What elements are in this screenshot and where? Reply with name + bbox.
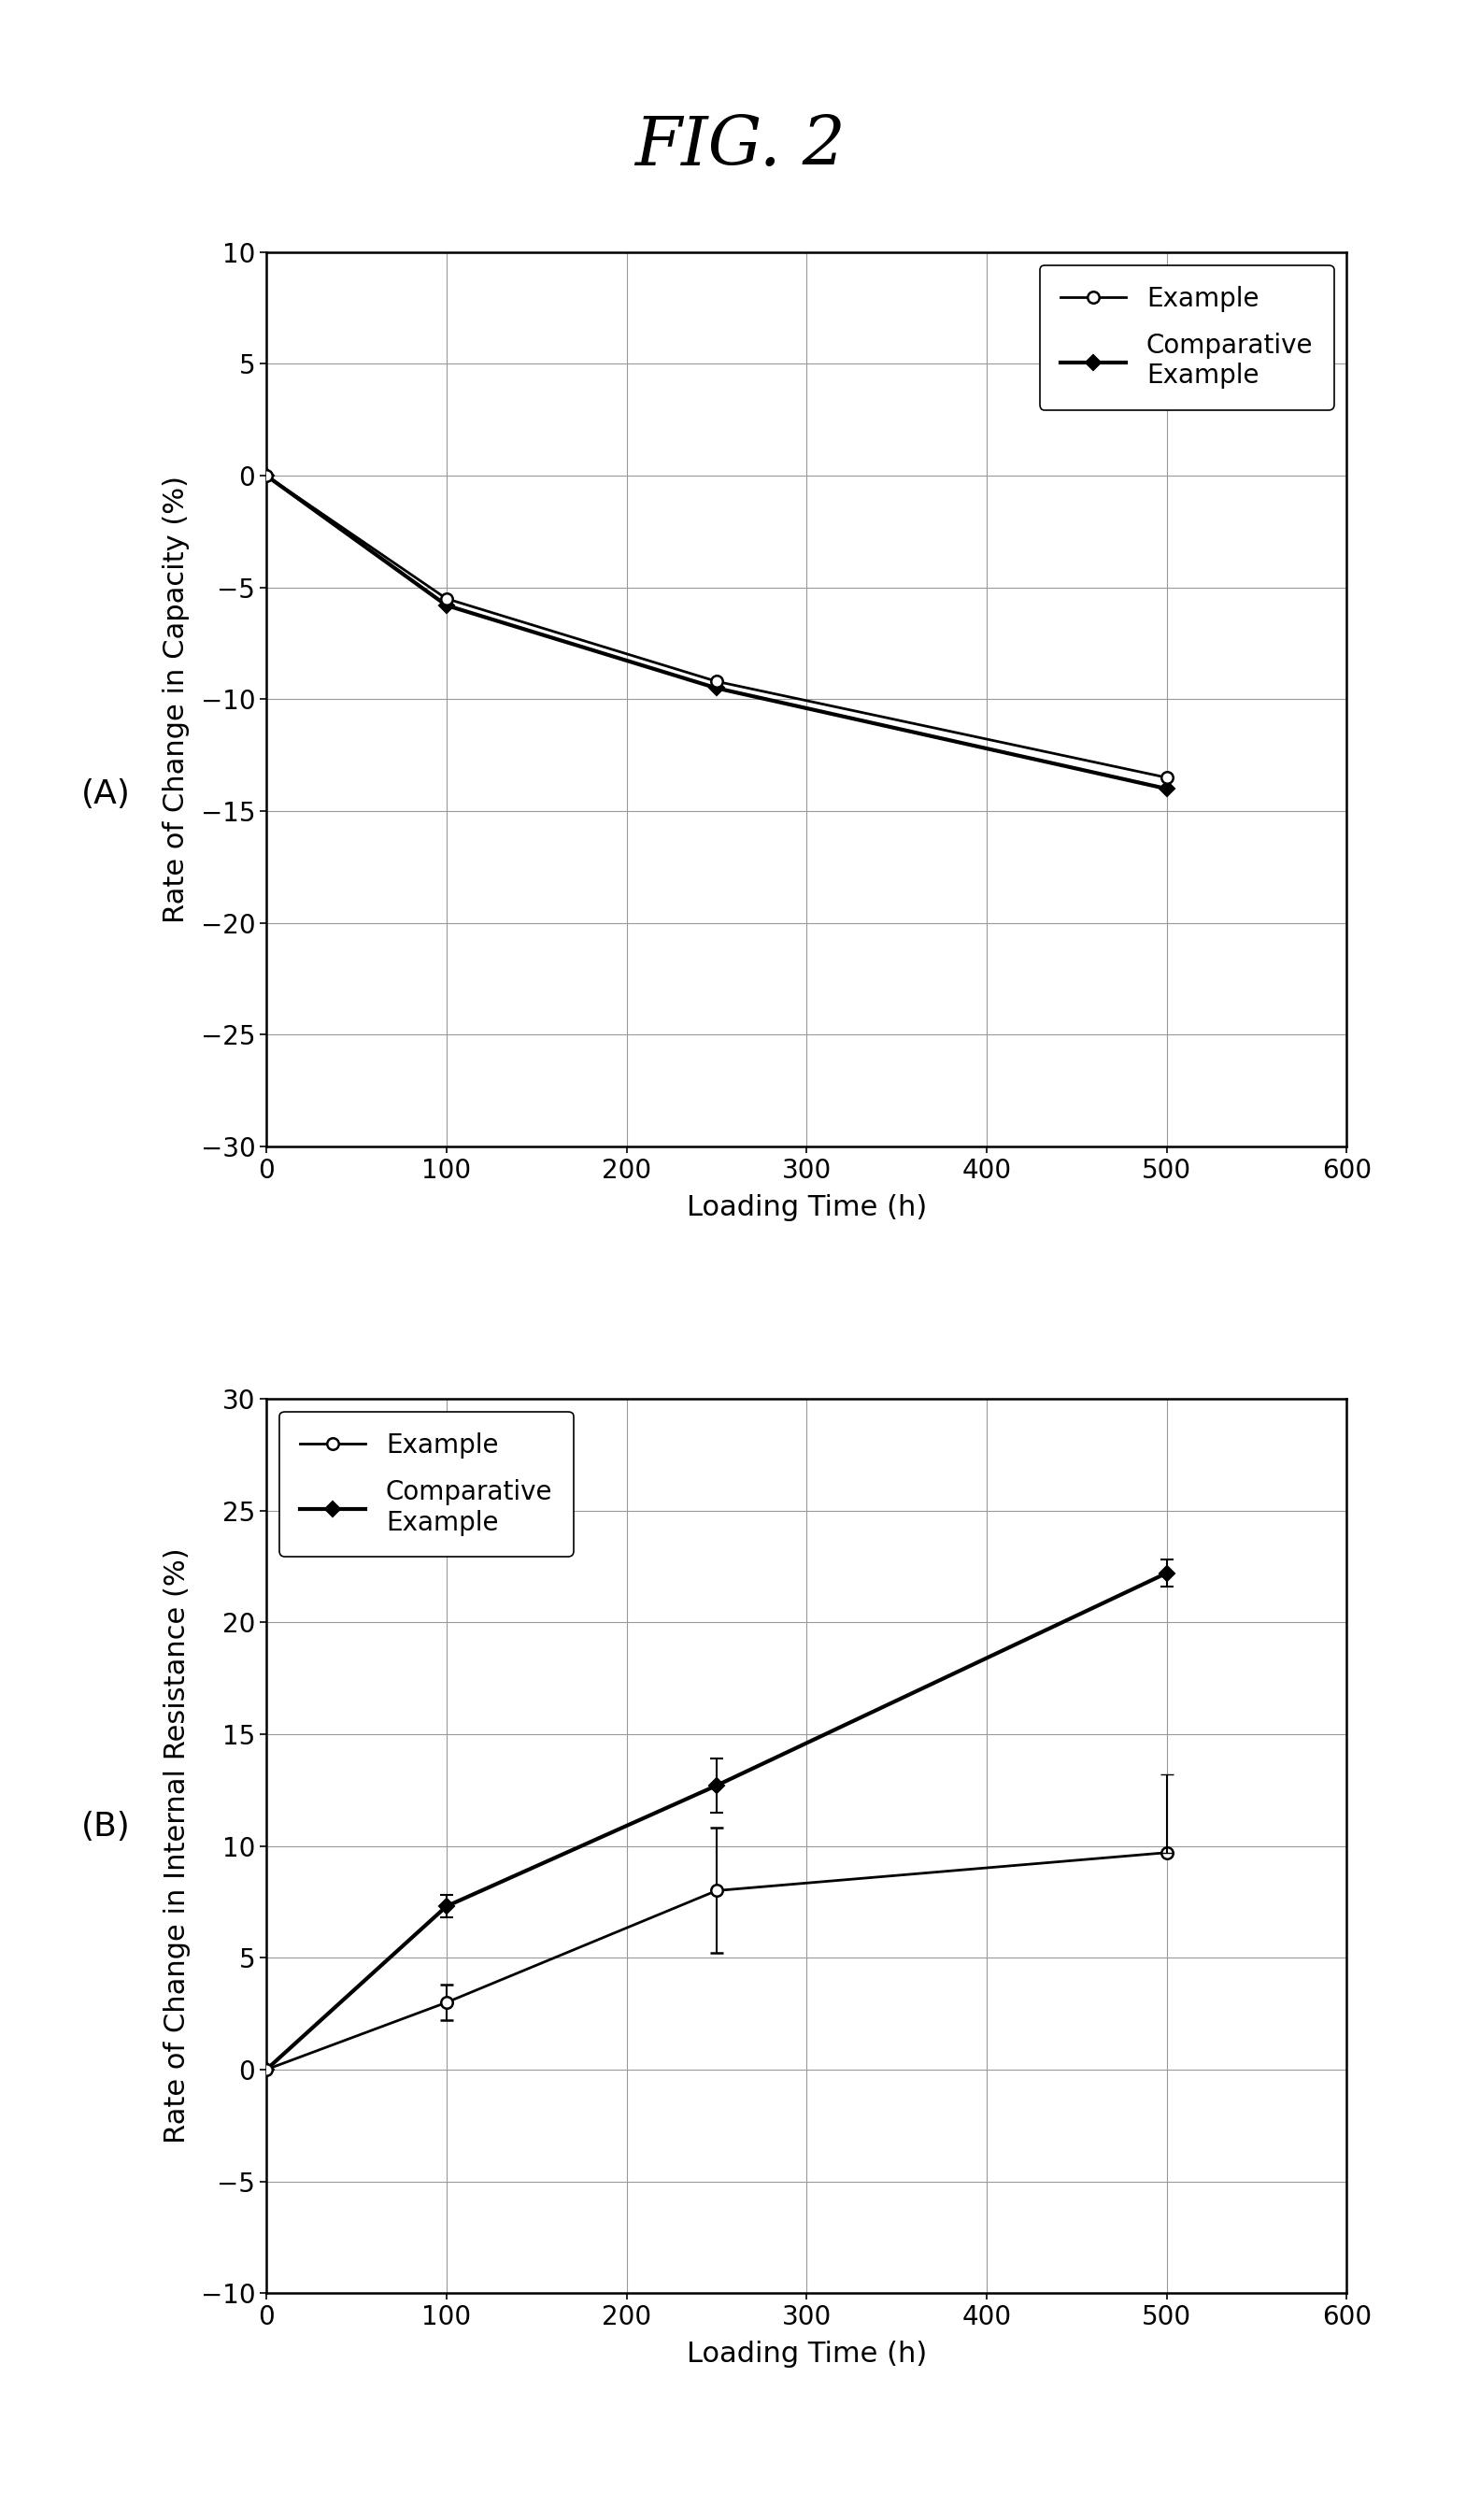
Y-axis label: Rate of Change in Capacity (%): Rate of Change in Capacity (%)	[163, 476, 189, 922]
Y-axis label: Rate of Change in Internal Resistance (%): Rate of Change in Internal Resistance (%…	[163, 1547, 191, 2145]
Text: (B): (B)	[81, 1812, 130, 1842]
Legend: Example, Comparative
Example: Example, Comparative Example	[1040, 265, 1333, 411]
Text: (A): (A)	[81, 779, 130, 809]
Text: FIG. 2: FIG. 2	[635, 113, 845, 179]
Legend: Example, Comparative
Example: Example, Comparative Example	[280, 1411, 573, 1557]
X-axis label: Loading Time (h): Loading Time (h)	[687, 1194, 926, 1222]
X-axis label: Loading Time (h): Loading Time (h)	[687, 2341, 926, 2369]
